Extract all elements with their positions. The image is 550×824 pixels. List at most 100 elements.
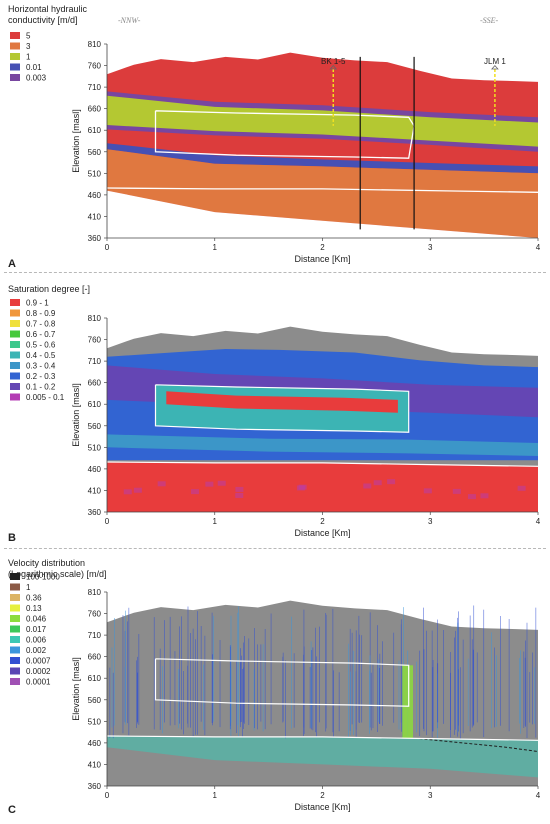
x-tick-label: 4 [536, 517, 541, 526]
legend-title: Horizontal hydraulic conductivity [m/d] [8, 4, 88, 25]
zone-04 [107, 434, 538, 456]
velocity-zone [107, 736, 538, 778]
y-tick-label: 610 [88, 400, 102, 409]
x-tick-label: 1 [213, 243, 218, 252]
y-tick-label: 360 [88, 234, 102, 243]
legend-label: 0.0001 [26, 678, 51, 687]
y-tick-label: 810 [88, 40, 102, 49]
legend-label: 0.002 [26, 646, 47, 655]
y-axis-title: Elevation [masl] [71, 109, 81, 173]
y-tick-label: 360 [88, 508, 102, 517]
x-tick-label: 4 [536, 243, 541, 252]
legend-label: 0.003 [26, 74, 47, 83]
panel-divider [4, 272, 546, 273]
aquifer-boundary [106, 735, 539, 741]
legend-label: 0.9 - 1 [26, 299, 49, 308]
legend-swatch [10, 573, 20, 580]
legend-swatch [10, 604, 20, 612]
y-tick-label: 810 [88, 314, 102, 323]
y-tick-label: 460 [88, 465, 102, 474]
y-tick-label: 760 [88, 62, 102, 71]
saturation-patch [133, 487, 142, 493]
saturation-patch [235, 492, 244, 498]
flow-path [419, 738, 539, 752]
saturation-patch [157, 481, 166, 487]
y-tick-label: 760 [88, 610, 102, 619]
well-marker-icon [329, 64, 338, 70]
cross-section [106, 326, 539, 512]
aquifer-boundary [154, 384, 410, 433]
y-tick-label: 660 [88, 105, 102, 114]
saturation-patch [452, 488, 461, 494]
y-tick-label: 510 [88, 443, 102, 452]
x-axis-title: Distance [Km] [294, 802, 350, 812]
y-tick-label: 710 [88, 631, 102, 640]
y-tick-label: 610 [88, 126, 102, 135]
direction-right-label: -SSE- [480, 16, 499, 25]
x-tick-label: 3 [428, 791, 433, 800]
y-axis-title: Elevation [masl] [71, 383, 81, 447]
legend-swatch [10, 583, 20, 591]
x-tick-label: 4 [536, 791, 541, 800]
saturation-patch [423, 488, 432, 494]
aquifer-boundary [154, 658, 410, 707]
legend-label: 1 [26, 583, 31, 592]
legend-label: 0.13 [26, 604, 42, 613]
cross-section [106, 600, 539, 786]
saturation-patch [480, 493, 489, 499]
layer-k1 [107, 95, 538, 147]
legend-label: 100-1000 [26, 573, 60, 582]
panel-b: Saturation degree [-] B 810 760 710 660 610 5… [0, 274, 550, 548]
legend-swatch [10, 625, 20, 633]
legend-title: Velocity distribution (Logarithmic scale… [8, 558, 107, 579]
saturation-patch [123, 489, 132, 495]
x-tick-label: 1 [213, 517, 218, 526]
below-model [107, 190, 538, 238]
legend-swatch [10, 63, 20, 71]
aquifer-boundary [106, 461, 539, 467]
legend-swatch [10, 615, 20, 622]
x-tick-label: 2 [320, 243, 325, 252]
y-tick-label: 710 [88, 357, 102, 366]
panel-a: Horizontal hydraulic conductivity [m/d] … [0, 0, 550, 274]
legend-swatch [10, 309, 20, 317]
legend-swatch [10, 636, 20, 643]
legend-swatch [10, 667, 20, 675]
legend-label: 0.01 [26, 63, 42, 72]
saturation-patch [517, 485, 526, 491]
legend-label: 0.3 - 0.4 [26, 362, 56, 371]
legend-swatch [10, 657, 20, 664]
well-label: JLM 1 [484, 57, 506, 66]
legend-swatch [10, 74, 20, 81]
y-axis-title: Elevation [masl] [71, 657, 81, 721]
fault-flow-zone [402, 665, 414, 739]
x-tick-label: 2 [320, 791, 325, 800]
legend-swatch [10, 341, 20, 348]
well-label: BK 1-5 [321, 57, 346, 66]
y-tick-label: 660 [88, 379, 102, 388]
x-tick-label: 1 [213, 791, 218, 800]
x-tick-label: 0 [105, 517, 110, 526]
y-tick-label: 410 [88, 760, 102, 769]
saturation-patch [235, 486, 244, 492]
legend-label: 0.005 - 0.1 [26, 393, 65, 402]
legend-label: 0.0007 [26, 657, 51, 666]
legend-swatch [10, 383, 20, 390]
cross-section: BK 1-5 JLM 1 [106, 52, 539, 238]
legend-label: 0.5 - 0.6 [26, 341, 56, 350]
legend-label: 0.017 [26, 625, 47, 634]
y-tick-label: 610 [88, 674, 102, 683]
aquifer-boundary [154, 110, 415, 159]
layer-k3 [107, 149, 538, 238]
saturation-patch [387, 479, 396, 485]
legend-swatch [10, 646, 20, 654]
y-tick-label: 460 [88, 739, 102, 748]
legend-label: 0.1 - 0.2 [26, 383, 56, 392]
legend-label: 0.046 [26, 615, 47, 624]
legend-swatch [10, 299, 20, 306]
legend-swatch [10, 351, 20, 359]
x-tick-label: 2 [320, 517, 325, 526]
well-marker-icon [491, 64, 499, 70]
